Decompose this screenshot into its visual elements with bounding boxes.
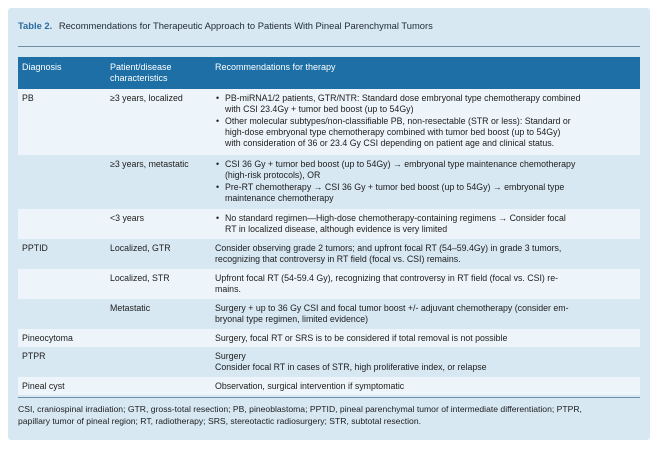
table-row: PPTID Localized, GTR Consider observing … — [18, 239, 640, 269]
table-caption: Table 2. Recommendations for Therapeutic… — [18, 20, 640, 32]
header-characteristics-line2: characteristics — [110, 73, 168, 83]
recommendation-cell: Surgery, focal RT or SRS is to be consid… — [215, 333, 637, 344]
footnote-divider — [18, 397, 640, 398]
text-line: with CSI 23.4Gy + tumor bed boost (up to… — [225, 104, 414, 115]
footnote-line: papillary tumor of pineal region; RT, ra… — [18, 415, 421, 426]
table-row: Metastatic Surgery + up to 36 Gy CSI and… — [18, 299, 640, 329]
header-diagnosis: Diagnosis — [22, 62, 62, 72]
text-line: recognizing that controversy in RT field… — [215, 254, 461, 265]
text-line: (high-risk protocols), OR — [225, 170, 321, 181]
table-footnote: CSI, craniospinal irradiation; GTR, gros… — [18, 404, 640, 428]
recommendation-cell: No standard regimen—High-dose chemothera… — [215, 213, 637, 236]
recommendation-cell: Upfront focal RT (54-59.4 Gy), recognizi… — [215, 273, 637, 296]
bullet-item: Pre-RT chemotherapy → CSI 36 Gy + tumor … — [215, 182, 637, 205]
diagnosis-cell: PTPR — [22, 351, 46, 361]
table-title: Recommendations for Therapeutic Approach… — [58, 20, 433, 31]
diagnosis-cell: PPTID — [22, 243, 48, 253]
characteristics-cell: <3 years — [110, 213, 144, 223]
header-characteristics: Patient/disease characteristics — [110, 62, 172, 84]
text-line: bryonal type regimen, limited evidence) — [215, 314, 369, 325]
bullet-item: No standard regimen—High-dose chemothera… — [215, 213, 637, 236]
footnote-line: CSI, craniospinal irradiation; GTR, gros… — [18, 404, 582, 414]
table-row: Pineal cyst Observation, surgical interv… — [18, 377, 640, 395]
text-line: Surgery — [215, 351, 246, 361]
text-line: maintenance chemotherapy — [225, 192, 334, 203]
caption-divider — [18, 46, 640, 47]
text-line: No standard regimen—High-dose chemothera… — [225, 213, 566, 223]
table-row: ≥3 years, metastatic CSI 36 Gy + tumor b… — [18, 155, 640, 209]
table-header: Diagnosis Patient/disease characteristic… — [18, 57, 640, 89]
text-line: with consideration of 36 or 23.4 Gy CSI … — [225, 138, 555, 149]
text-line: high-dose embryonal type chemotherapy co… — [225, 126, 561, 137]
table-row: Pineocytoma Surgery, focal RT or SRS is … — [18, 329, 640, 347]
text-line: Consider focal RT in cases of STR, high … — [215, 362, 487, 373]
bullet-item: CSI 36 Gy + tumor bed boost (up to 54Gy)… — [215, 159, 637, 182]
characteristics-cell: ≥3 years, localized — [110, 93, 183, 103]
bullet-item: PB-miRNA1/2 patients, GTR/NTR: Standard … — [215, 93, 637, 116]
characteristics-cell: Metastatic — [110, 303, 151, 313]
characteristics-cell: Localized, STR — [110, 273, 170, 283]
table-row: Localized, STR Upfront focal RT (54-59.4… — [18, 269, 640, 299]
text-line: RT in localized disease, although eviden… — [225, 224, 448, 235]
recommendation-cell: Consider observing grade 2 tumors; and u… — [215, 243, 637, 266]
characteristics-cell: Localized, GTR — [110, 243, 171, 253]
diagnosis-cell: PB — [22, 93, 34, 103]
text-line: Upfront focal RT (54-59.4 Gy), recognizi… — [215, 273, 559, 283]
recommendation-cell: CSI 36 Gy + tumor bed boost (up to 54Gy)… — [215, 159, 637, 204]
table-row: <3 years No standard regimen—High-dose c… — [18, 209, 640, 239]
text-line: CSI 36 Gy + tumor bed boost (up to 54Gy)… — [225, 159, 576, 169]
text-line: Other molecular subtypes/non-classifiabl… — [225, 115, 571, 126]
bullet-item: Other molecular subtypes/non-classifiabl… — [215, 116, 637, 150]
diagnosis-cell: Pineal cyst — [22, 381, 65, 391]
diagnosis-cell: Pineocytoma — [22, 333, 73, 343]
recommendation-cell: Observation, surgical intervention if sy… — [215, 381, 637, 392]
recommendation-cell: PB-miRNA1/2 patients, GTR/NTR: Standard … — [215, 93, 637, 149]
text-line: Surgery + up to 36 Gy CSI and focal tumo… — [215, 303, 569, 313]
text-line: Consider observing grade 2 tumors; and u… — [215, 243, 562, 253]
text-line: mains. — [215, 284, 241, 295]
table-row: PB ≥3 years, localized PB-miRNA1/2 patie… — [18, 89, 640, 155]
table-row: PTPR Surgery Consider focal RT in cases … — [18, 347, 640, 377]
text-line: PB-miRNA1/2 patients, GTR/NTR: Standard … — [225, 93, 581, 103]
text-line: Surgery, focal RT or SRS is to be consid… — [215, 333, 508, 343]
table-label: Table 2. — [18, 20, 53, 31]
recommendation-cell: Surgery + up to 36 Gy CSI and focal tumo… — [215, 303, 637, 326]
characteristics-cell: ≥3 years, metastatic — [110, 159, 189, 169]
header-characteristics-line1: Patient/disease — [110, 62, 172, 72]
header-recommendations: Recommendations for therapy — [215, 62, 336, 72]
text-line: Pre-RT chemotherapy → CSI 36 Gy + tumor … — [225, 181, 565, 192]
table-card: Table 2. Recommendations for Therapeutic… — [8, 8, 650, 440]
recommendation-cell: Surgery Consider focal RT in cases of ST… — [215, 351, 637, 374]
text-line: Observation, surgical intervention if sy… — [215, 381, 405, 391]
